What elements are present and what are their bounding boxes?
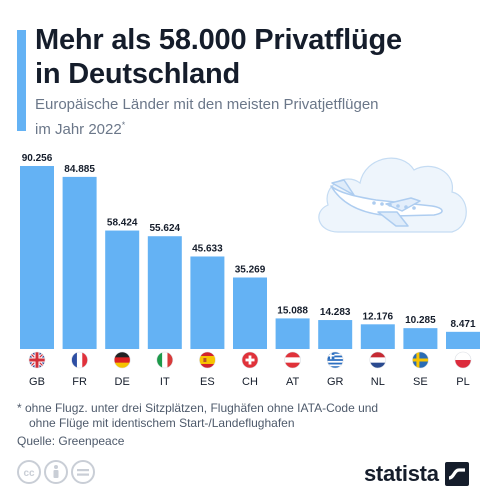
sweden-flag-icon — [412, 351, 429, 369]
no-derivatives-icon[interactable] — [71, 460, 95, 484]
category-label-ch: CH — [242, 376, 258, 388]
statista-logo[interactable]: statista — [364, 461, 469, 487]
category-label-es: ES — [200, 376, 215, 388]
subtitle-line-1: Europäische Länder mit den meisten Priva… — [35, 96, 379, 113]
title-line-1: Mehr als 58.000 Privatflüge — [35, 24, 402, 56]
cc-icon[interactable]: cc — [17, 460, 41, 484]
bar-pl — [446, 331, 480, 349]
value-label-gb: 90.256 — [22, 153, 53, 164]
footnote-line-2: ohne Flüge mit identischem Start-/Landef… — [29, 416, 295, 430]
footnote-line-1: * ohne Flugz. unter drei Sitzplätzen, Fl… — [17, 401, 379, 415]
bar-es — [190, 256, 225, 349]
bar-de — [105, 230, 140, 349]
poland-flag-icon — [454, 351, 472, 369]
uk-flag-icon — [28, 351, 46, 369]
subtitle-footnote-mark: * — [121, 120, 126, 130]
spain-flag-icon — [199, 351, 216, 369]
france-flag-icon — [71, 351, 88, 369]
footnote: * ohne Flugz. unter drei Sitzplätzen, Fl… — [17, 401, 487, 431]
value-label-fr: 84.885 — [64, 164, 95, 175]
greece-flag-icon — [326, 351, 344, 369]
source-note: Quelle: Greenpeace — [17, 434, 125, 448]
category-label-it: IT — [160, 376, 170, 388]
bar-nl — [360, 324, 395, 349]
statista-logo-icon — [444, 462, 469, 486]
category-label-de: DE — [115, 376, 130, 388]
value-label-pl: 8.471 — [450, 319, 475, 330]
chart-title: Mehr als 58.000 Privatflüge in Deutschla… — [35, 23, 485, 91]
attribution-icon[interactable] — [44, 460, 68, 484]
airplane-cloud-illustration — [318, 157, 467, 233]
title-line-2: in Deutschland — [35, 58, 241, 90]
bar-at — [275, 318, 310, 349]
value-label-ch: 35.269 — [235, 264, 266, 275]
category-label-se: SE — [413, 376, 428, 388]
chart-subtitle: Europäische Länder mit den meisten Priva… — [35, 95, 485, 140]
switzerland-flag-icon — [241, 351, 259, 369]
value-label-de: 58.424 — [107, 218, 138, 229]
subtitle-year: im Jahr 2022 — [35, 121, 122, 138]
bar-se — [403, 328, 438, 349]
value-label-nl: 12.176 — [363, 311, 394, 322]
value-label-se: 10.285 — [405, 315, 436, 326]
license-icons: cc — [17, 460, 95, 484]
category-label-nl: NL — [371, 376, 385, 388]
title-accent-bar — [17, 30, 26, 131]
bar-gr — [318, 320, 353, 349]
subtitle-line-2: im Jahr 2022* — [35, 115, 485, 140]
value-label-gr: 14.283 — [320, 307, 351, 318]
bar-gb — [20, 166, 54, 349]
category-label-at: AT — [286, 376, 300, 388]
netherlands-flag-icon — [369, 351, 387, 369]
category-label-pl: PL — [456, 376, 469, 388]
svg-text:cc: cc — [23, 468, 35, 479]
bar-ch — [233, 277, 267, 349]
bar-it — [147, 236, 182, 349]
category-label-fr: FR — [72, 376, 87, 388]
germany-flag-icon — [113, 351, 131, 369]
value-label-es: 45.633 — [192, 243, 223, 254]
austria-flag-icon — [284, 351, 301, 369]
value-label-it: 55.624 — [150, 223, 181, 234]
category-label-gb: GB — [29, 376, 45, 388]
bar-fr — [62, 176, 97, 349]
statista-logo-text: statista — [364, 461, 439, 486]
italy-flag-icon — [156, 351, 174, 369]
category-label-gr: GR — [327, 376, 344, 388]
value-label-at: 15.088 — [277, 305, 308, 316]
